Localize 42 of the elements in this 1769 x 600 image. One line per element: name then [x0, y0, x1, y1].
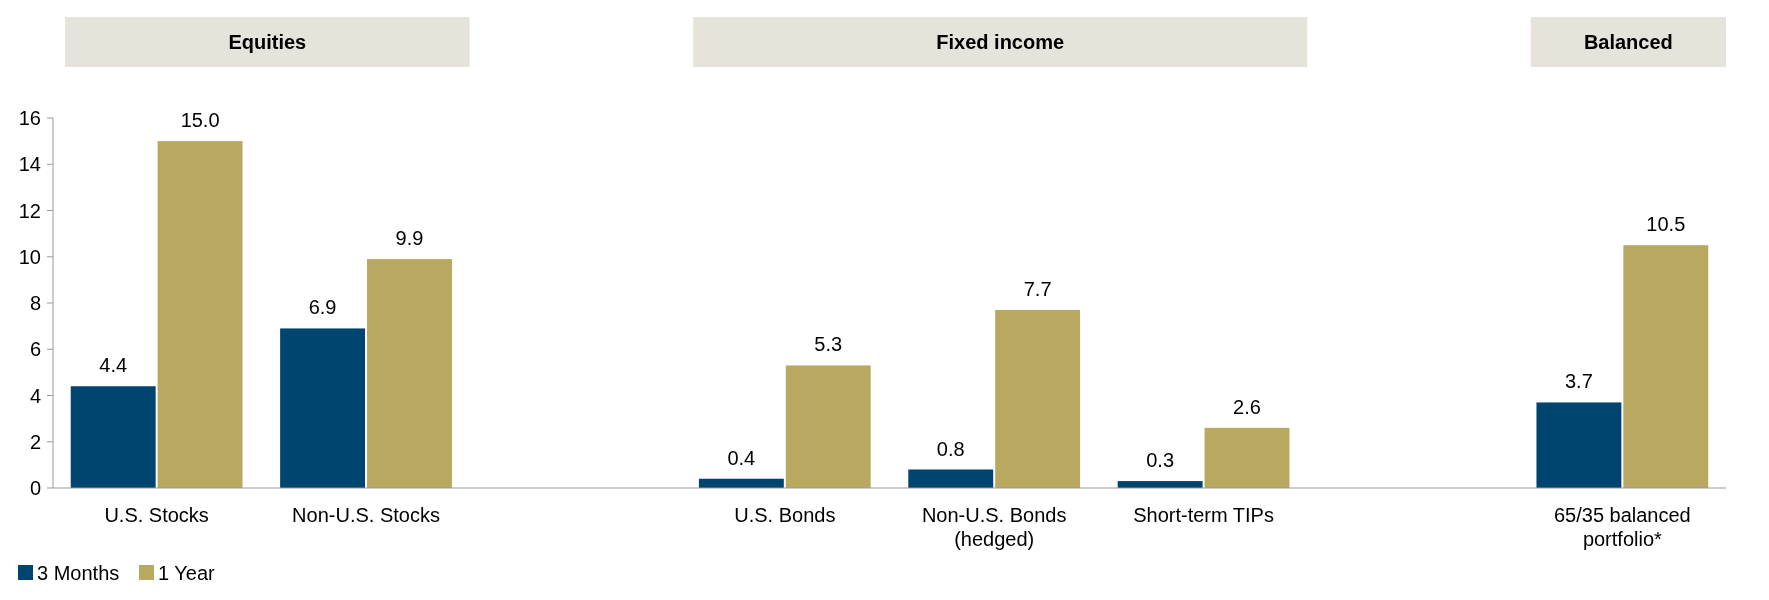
bar	[908, 469, 994, 488]
bar	[1623, 245, 1709, 488]
data-label: 15.0	[180, 109, 220, 132]
bar	[1536, 402, 1622, 488]
data-label: 9.9	[395, 227, 424, 250]
y-tick-label: 6	[29, 338, 41, 361]
x-tick-label: Short-term TIPs	[1133, 504, 1274, 526]
data-label: 2.6	[1233, 395, 1261, 418]
data-label: 0.3	[1146, 449, 1175, 472]
data-label: 4.4	[99, 354, 128, 377]
y-tick-label: 10	[18, 245, 41, 268]
x-tick-label: U.S. Bonds	[734, 504, 836, 526]
y-tick-label: 12	[18, 199, 41, 222]
bar	[367, 259, 452, 488]
bar	[785, 365, 871, 488]
bar	[995, 309, 1081, 488]
data-label: 3.7	[1565, 370, 1593, 393]
data-label: 7.7	[1023, 277, 1052, 300]
text: Equities	[228, 31, 307, 53]
text: Balanced	[1583, 31, 1673, 53]
legend-label: 1 Year	[158, 562, 216, 584]
y-tick-label: 4	[29, 384, 41, 407]
data-label: 0.8	[936, 437, 965, 460]
y-tick-label: 16	[18, 107, 41, 129]
bar	[157, 141, 243, 488]
data-label: 6.9	[308, 296, 337, 319]
y-tick-label: 14	[18, 153, 41, 176]
x-tick-label: Non-U.S. Bonds (hedged)	[921, 504, 1067, 550]
y-tick-label: 2	[29, 430, 41, 453]
bar	[70, 386, 156, 488]
y-tick-label: 8	[29, 292, 41, 314]
bar	[1204, 427, 1290, 488]
x-tick-label: U.S. Stocks	[104, 504, 209, 526]
x-tick-label: Non-U.S. Stocks	[292, 504, 440, 526]
y-tick-label: 0	[29, 477, 41, 499]
x-tick-label: 65/35 balanced portfolio*	[1553, 504, 1691, 550]
bar	[280, 328, 366, 488]
legend-label: 3 Months	[37, 562, 120, 584]
data-label: 5.3	[814, 333, 843, 356]
text: Fixed income	[936, 31, 1065, 53]
data-label: 10.5	[1646, 213, 1686, 236]
data-label: 0.4	[727, 446, 756, 469]
